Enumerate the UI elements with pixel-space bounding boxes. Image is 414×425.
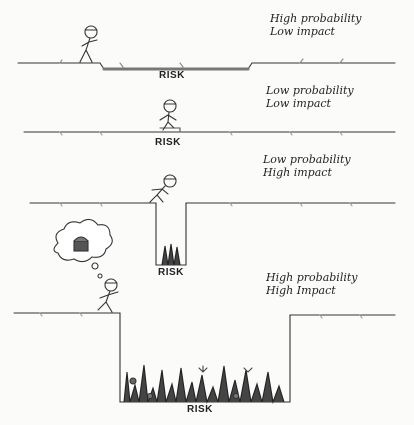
panel-2-caption: Low probability Low impact <box>266 84 354 110</box>
panel-4-risk-label: RISK <box>187 404 213 415</box>
panel-2-ground <box>23 127 396 136</box>
panel-3-caption-line1: Low probability <box>263 153 351 166</box>
panel-1-caption-line2: Low impact <box>270 25 335 38</box>
panel-4-caption-line2: High Impact <box>266 284 336 297</box>
panel-4-caption-line1: High probability <box>266 271 358 284</box>
panel-3-caption: Low probability High impact <box>263 153 351 179</box>
panel-3-stick-figure <box>149 174 177 203</box>
panel-1-caption-line1: High probability <box>270 12 362 25</box>
panel-2-stick-figure <box>159 99 177 131</box>
panel-1-stick-figure <box>79 25 98 63</box>
panel-2-caption-line1: Low probability <box>266 84 354 97</box>
panel-3-risk-label: RISK <box>158 267 184 278</box>
panel-4-ground <box>13 312 396 405</box>
panel-2-caption-line2: Low impact <box>266 97 331 110</box>
panel-4-caption: High probability High Impact <box>266 271 358 297</box>
panel-1-risk-label: RISK <box>159 70 185 81</box>
panel-4-thought-bubble <box>53 218 113 279</box>
panel-3-ground <box>29 202 396 266</box>
panel-3-caption-line2: High impact <box>263 166 332 179</box>
panel-2-risk-label: RISK <box>155 137 181 148</box>
panel-4-stick-figure <box>97 278 119 313</box>
panel-1-caption: High probability Low impact <box>270 12 362 38</box>
panel-1-ground <box>17 58 396 71</box>
